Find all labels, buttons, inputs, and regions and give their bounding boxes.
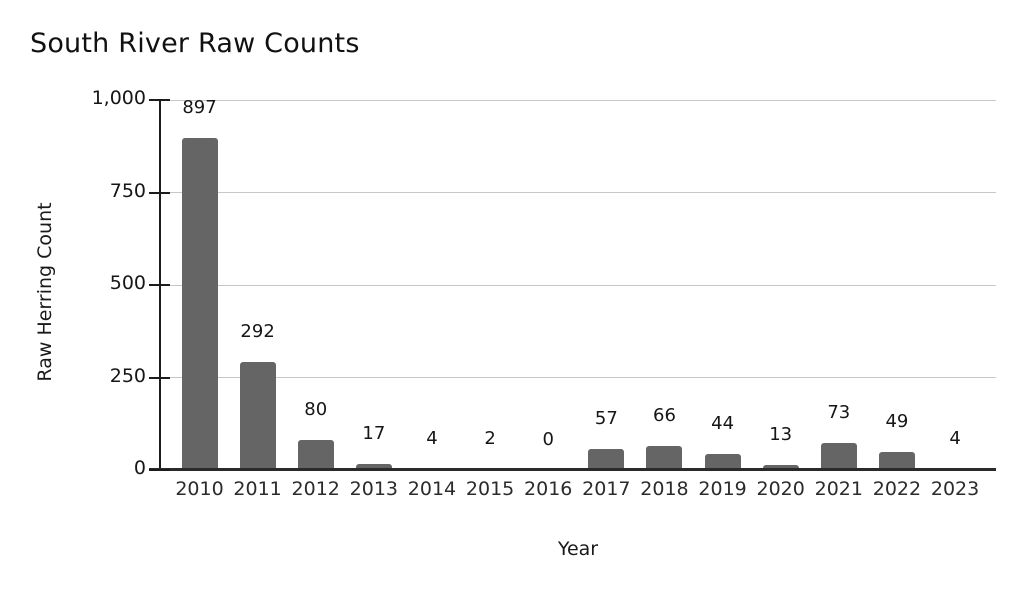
plot-area: 897 292 80 17 4 2 0 57 66 44 13 73 49 4 <box>149 97 996 471</box>
bar-2011 <box>239 362 276 470</box>
bar-value-label: 44 <box>711 412 735 434</box>
gridline <box>160 377 996 378</box>
x-tick-label: 2022 <box>872 478 922 500</box>
y-axis-tickmark <box>149 376 170 379</box>
x-tick-label: 2013 <box>349 478 399 500</box>
bar-value-label: 4 <box>949 427 961 449</box>
y-tick-label: 0 <box>133 457 146 479</box>
x-tick-label: 2012 <box>291 478 340 500</box>
x-tick-label: 2010 <box>175 478 224 500</box>
gridline <box>160 99 996 101</box>
x-tick-label: 2021 <box>814 478 863 500</box>
bar-value-label: 292 <box>240 320 275 342</box>
bar-value-label: 0 <box>542 429 554 450</box>
x-tick-label: 2014 <box>407 478 457 500</box>
y-axis-tickmark <box>149 469 170 471</box>
bar-value-label: 49 <box>885 410 909 432</box>
bar-value-label: 17 <box>362 422 386 444</box>
x-tick-label: 2019 <box>698 478 747 500</box>
chart-title: South River Raw Counts <box>30 28 360 59</box>
x-tick-label: 2023 <box>930 478 980 500</box>
y-tick-label: 750 <box>109 179 146 202</box>
bar-value-label: 13 <box>769 424 793 446</box>
bar-2017 <box>588 448 625 470</box>
bar-2010 <box>181 138 218 470</box>
bar-value-label: 897 <box>182 97 217 119</box>
x-tick-label: 2015 <box>465 478 515 500</box>
bar-2020 <box>762 465 799 470</box>
y-axis-tickmark <box>149 191 170 194</box>
bar-value-label: 80 <box>304 399 328 421</box>
bar-2013 <box>355 463 392 470</box>
x-tick-label: 2016 <box>524 478 573 500</box>
x-tick-label: 2018 <box>640 478 689 500</box>
x-axis-title: Year <box>557 538 599 560</box>
x-tick-label: 2011 <box>233 478 282 500</box>
bar-2022 <box>878 451 915 470</box>
gridline <box>160 284 996 286</box>
x-tick-label: 2020 <box>756 478 805 500</box>
x-axis-line <box>149 468 996 471</box>
bar-value-label: 66 <box>653 404 676 426</box>
y-tick-label: 1,000 <box>91 87 146 109</box>
x-tick-label: 2017 <box>582 478 631 500</box>
bar-value-label: 4 <box>426 427 438 449</box>
bar-value-label: 2 <box>484 428 496 450</box>
gridline <box>160 192 996 193</box>
y-axis-tickmark <box>149 284 170 286</box>
bar-value-label: 73 <box>827 402 851 423</box>
bar-2019 <box>704 453 741 470</box>
bar-2012 <box>297 440 334 470</box>
bar-value-label: 57 <box>594 407 618 429</box>
bar-2018 <box>646 445 683 470</box>
y-tick-label: 250 <box>109 364 146 387</box>
bar-2021 <box>820 443 857 470</box>
y-tick-label: 500 <box>109 272 146 294</box>
y-axis-tickmark <box>149 99 170 101</box>
